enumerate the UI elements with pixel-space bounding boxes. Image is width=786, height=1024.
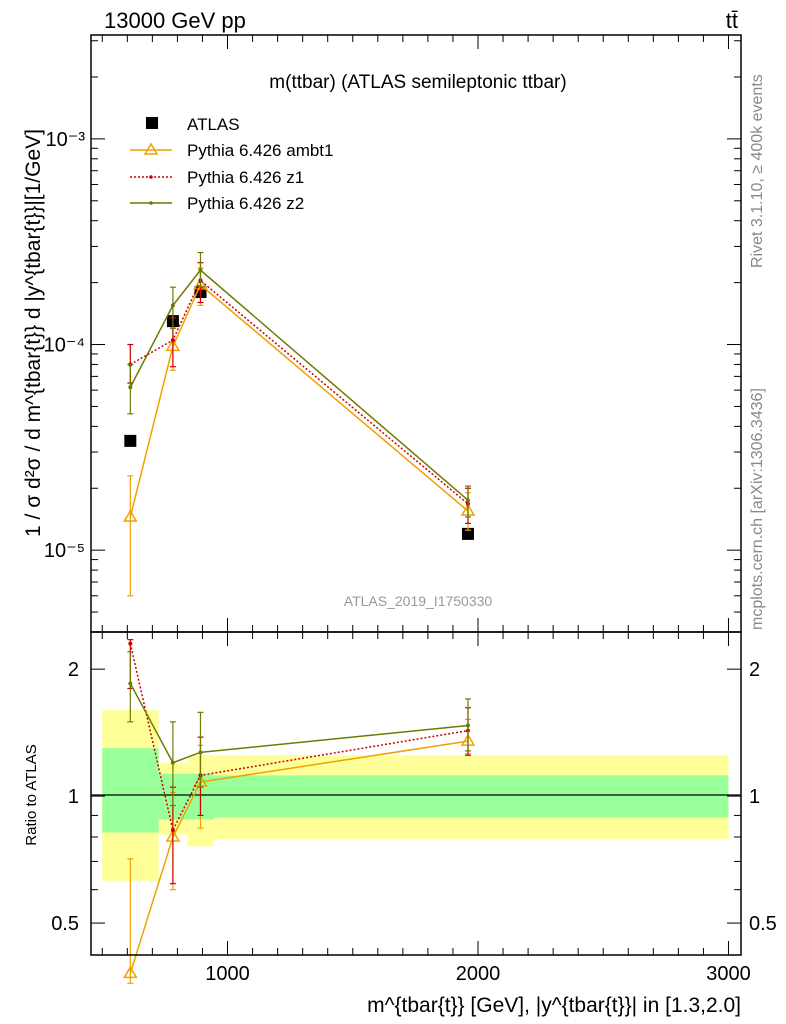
legend-label-z1: Pythia 6.426 z1 [187,168,304,187]
rivet-label: Rivet 3.1.10, ≥ 400k events [749,74,766,268]
ratio-point-z1 [128,641,133,646]
header-left: 13000 GeV pp [104,8,246,33]
legend-label-atlas: ATLAS [187,115,240,134]
main-line-z2 [129,269,469,501]
main-y-tick-label: 10⁻⁴ [44,335,85,357]
plot-title: m(ttbar) (ATLAS semileptonic ttbar) [269,72,566,93]
ratio-y-tick-label-right: 1 [749,786,760,808]
ratio-y-tick-label-right: 2 [749,659,760,681]
main-ticks: 10⁻⁵ 10⁻⁴ 10⁻³ [44,35,741,633]
x-tick-label: 1000 [205,963,250,985]
ratio-point-ambt1 [123,965,138,979]
ratio-point-z2 [128,681,133,686]
ratio-point-z2 [198,750,203,755]
ratio-y-tick-label: 0.5 [51,913,79,935]
legend-marker-ambt1 [143,142,159,155]
ratio-ticks: 0.5 0.5 1 1 2 2 1000 2000 3000 [51,632,777,985]
main-series [123,251,476,597]
legend-marker-z2 [149,201,153,205]
main-line-ambt1 [129,283,469,518]
main-point-z2 [128,385,133,390]
main-y-tick-label: 10⁻⁵ [44,540,85,562]
ratio-band-inner [102,748,159,833]
ratio-y-tick-label: 2 [68,659,79,681]
main-line-z1 [129,279,469,505]
ratio-line-z1 [129,643,469,833]
legend-label-ambt1: Pythia 6.426 ambt1 [187,141,333,160]
ratio-band-inner [213,775,729,818]
legend-label-z2: Pythia 6.426 z2 [187,194,304,213]
legend: ATLAS Pythia 6.426 ambt1 Pythia 6.426 z1… [130,115,333,213]
main-point-z1 [170,338,175,343]
main-point-atlas [461,527,474,540]
main-panel: 10⁻⁵ 10⁻⁴ 10⁻³ m(ttbar) (ATLAS semileptoni… [22,34,742,633]
ratio-line-z2 [129,683,469,764]
x-tick-label: 2000 [456,963,501,985]
watermark: ATLAS_2019_I1750330 [344,593,493,609]
ratio-bands [102,710,729,881]
ratio-panel: 0.5 0.5 1 1 2 2 1000 2000 3000 Ratio to ATLAS m^… [23,631,777,1017]
ratio-point-z2 [465,723,470,728]
x-tick-label: 3000 [706,963,751,985]
header-right: tt̄ [726,8,738,33]
ratio-y-label: Ratio to ATLAS [23,744,40,845]
mcplots-label: mcplots.cern.ch [arXiv:1306.3436] [749,388,766,630]
legend-marker-z1 [149,175,153,179]
ratio-series [123,639,476,984]
ratio-y-tick-label: 1 [68,786,79,808]
x-axis-label: m^{tbar{t}} [GeV], |y^{tbar{t}}| in [1.3… [367,994,741,1017]
ratio-line-ambt1 [129,740,469,974]
ratio-frame [90,631,742,956]
main-point-atlas [124,434,137,447]
legend-marker-atlas [146,117,158,129]
main-point-ambt1 [123,509,138,522]
ratio-point-z1 [170,828,175,833]
main-y-tick-label: 10⁻³ [46,129,86,151]
ratio-y-tick-label-right: 0.5 [749,913,777,935]
ratio-point-z2 [170,760,175,765]
main-point-z2 [198,268,203,273]
main-point-z2 [170,303,175,308]
main-point-z2 [465,498,470,503]
y-axis-label: 1 / σ d²σ / d m^{tbar{t}} d |y^{tbar{t}}… [22,129,45,537]
